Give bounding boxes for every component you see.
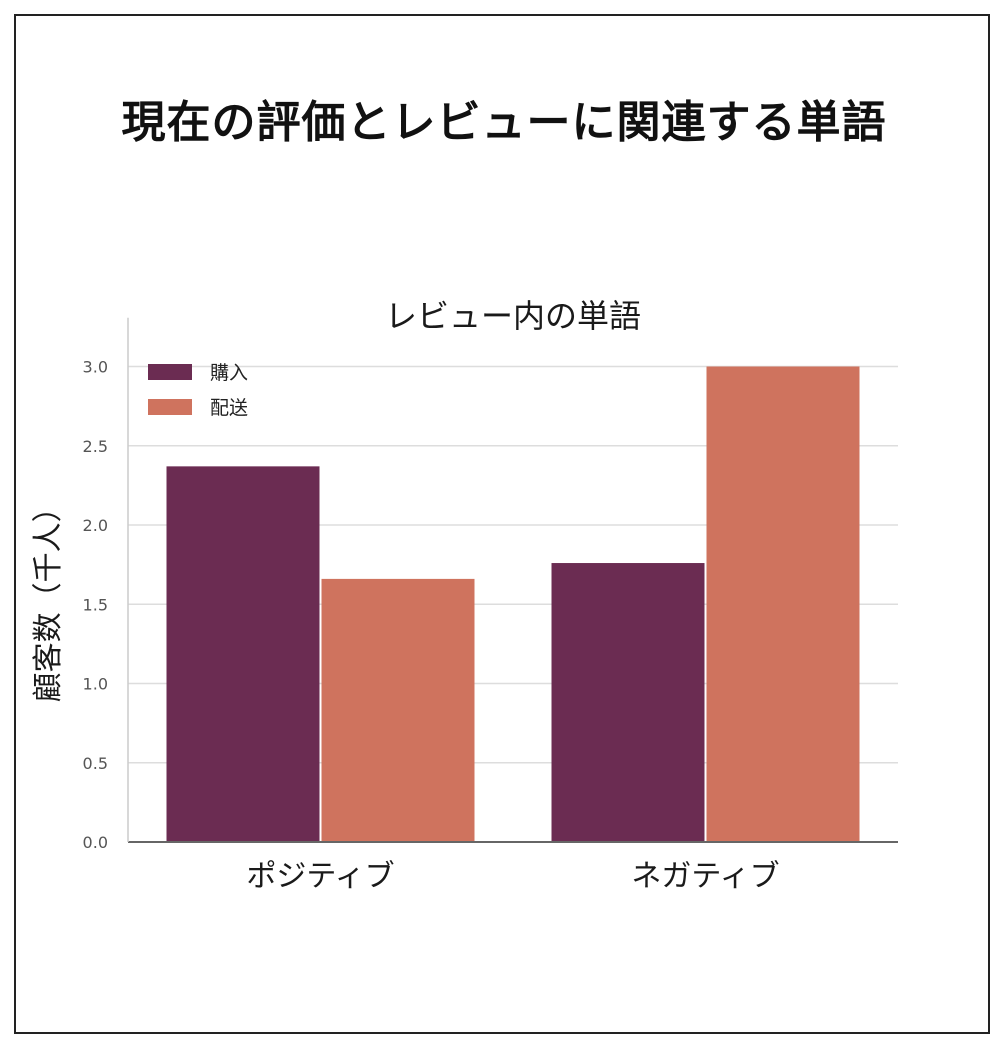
legend-label: 購入 xyxy=(210,362,248,384)
y-tick-label: 1.5 xyxy=(83,595,108,614)
y-tick-label: 2.0 xyxy=(83,516,108,535)
y-axis-label: 顧客数（千人） xyxy=(31,492,66,702)
y-tick-label: 0.0 xyxy=(83,833,108,852)
chart-title: レビュー内の単語 xyxy=(385,297,641,335)
y-tick-label: 0.5 xyxy=(83,754,108,773)
bar-2-1 xyxy=(551,563,705,842)
page-title: 現在の評価とレビューに関連する単語 xyxy=(121,97,887,148)
y-tick-label: 2.5 xyxy=(83,437,108,456)
legend-label: 配送 xyxy=(210,397,248,419)
bar-1-1 xyxy=(166,466,320,842)
legend-swatch xyxy=(148,364,192,380)
x-tick-label: ネガティブ xyxy=(631,859,779,894)
axes: 0.0 0.5 1.0 1.5 2.0 2.5 3.0 ポジティブ ネガティブ xyxy=(83,317,898,894)
y-tick-label: 3.0 xyxy=(83,358,108,377)
y-tick-label: 1.0 xyxy=(83,675,108,694)
bar-2-2 xyxy=(706,366,860,842)
bar-1-2 xyxy=(321,578,475,842)
legend-swatch xyxy=(148,399,192,415)
x-tick-label: ポジティブ xyxy=(246,859,394,894)
bars xyxy=(166,366,860,842)
